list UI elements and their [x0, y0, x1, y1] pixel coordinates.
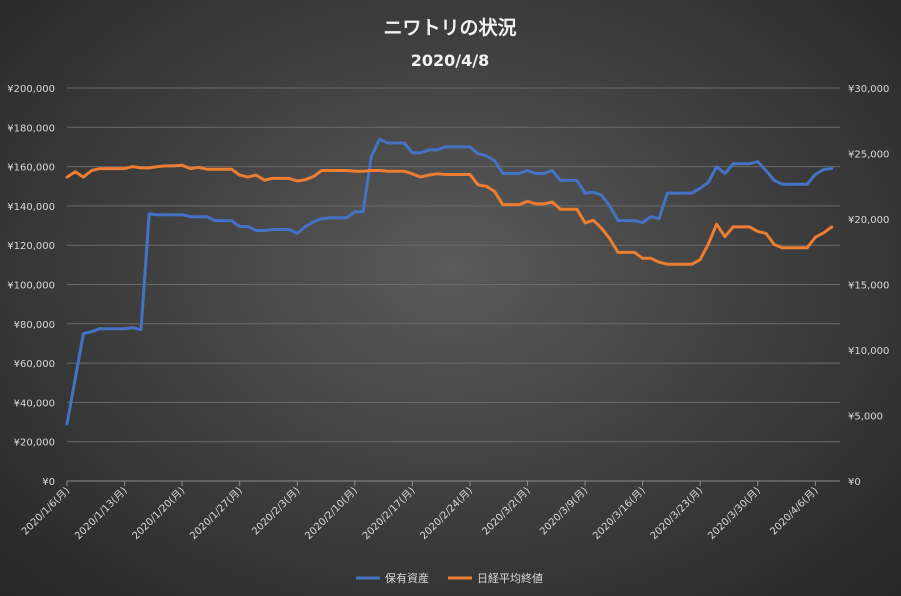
- left-tick-label: ¥40,000: [14, 398, 55, 409]
- left-tick-label: ¥200,000: [7, 84, 55, 95]
- x-tick-label: 2020/2/17(月): [360, 485, 417, 542]
- x-tick-label: 2020/2/3(月): [250, 485, 303, 538]
- left-tick-label: ¥120,000: [7, 241, 55, 252]
- x-tick-label: 2020/3/23(月): [648, 485, 705, 542]
- legend: 保有資産 日経平均終値: [356, 571, 543, 585]
- chart-title: ニワトリの状況: [383, 16, 516, 39]
- right-tick-label: ¥0: [848, 477, 861, 488]
- right-tick-label: ¥15,000: [848, 281, 889, 292]
- right-tick-label: ¥25,000: [848, 150, 889, 161]
- series-line: [65, 137, 834, 426]
- left-tick-label: ¥140,000: [7, 202, 55, 213]
- x-tick-label: 2020/3/2(月): [480, 485, 533, 538]
- left-axis-ticks: ¥0 ¥20,000 ¥40,000 ¥60,000 ¥80,000 ¥100,000 ¥1…: [7, 84, 55, 488]
- right-axis-ticks: ¥0 ¥5,000 ¥10,000 ¥15,000 ¥20,000 ¥25,000 ¥30,…: [848, 84, 889, 488]
- left-tick-label: ¥0: [42, 477, 55, 488]
- right-tick-label: ¥10,000: [848, 346, 889, 357]
- left-tick-label: ¥80,000: [14, 320, 55, 331]
- x-tick-label: 2020/3/9(月): [537, 485, 590, 538]
- x-tick-label: 2020/1/20(月): [130, 485, 187, 542]
- series-line: [65, 163, 834, 266]
- right-tick-label: ¥20,000: [848, 215, 889, 226]
- x-tick-label: 2020/2/24(月): [418, 485, 475, 542]
- gridlines: [67, 87, 840, 482]
- right-tick-label: ¥5,000: [848, 412, 883, 423]
- x-tick-label: 2020/3/30(月): [706, 485, 763, 542]
- x-tick-label: 2020/2/10(月): [303, 485, 360, 542]
- left-tick-label: ¥20,000: [14, 438, 55, 449]
- left-tick-label: ¥160,000: [7, 163, 55, 174]
- left-tick-label: ¥60,000: [14, 359, 55, 370]
- chart-subtitle: 2020/4/8: [411, 51, 489, 70]
- x-tick-label: 2020/1/13(月): [72, 485, 129, 542]
- x-tick-label: 2020/4/6(月): [768, 485, 821, 538]
- x-tick-label: 2020/3/16(月): [590, 485, 647, 542]
- legend-label: 日経平均終値: [477, 571, 543, 585]
- legend-label: 保有資産: [385, 571, 429, 585]
- left-tick-label: ¥180,000: [7, 123, 55, 134]
- series-layer: [65, 137, 834, 426]
- left-tick-label: ¥100,000: [7, 281, 55, 292]
- right-tick-label: ¥30,000: [848, 84, 889, 95]
- x-tick-label: 2020/1/6(月): [19, 485, 72, 538]
- x-axis-ticks: 2020/1/6(月) 2020/1/13(月) 2020/1/20(月) 2020/…: [19, 480, 840, 542]
- x-tick-label: 2020/1/27(月): [187, 485, 244, 542]
